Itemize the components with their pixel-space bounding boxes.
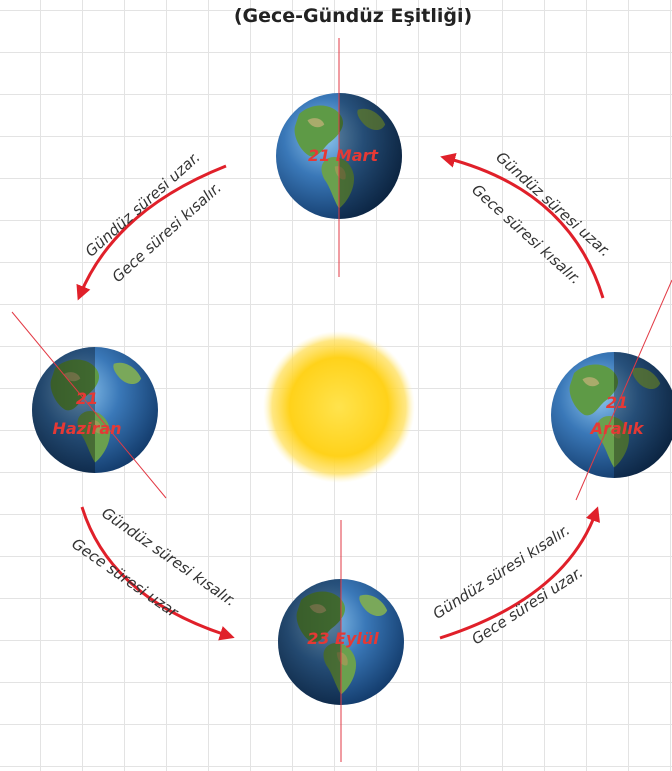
- date-label-21-haziran-line2: Haziran: [52, 419, 121, 438]
- orbit-text-top-right-day: Gündüz süresi uzar.: [492, 148, 614, 260]
- orbit-text-bottom-right-day: Gündüz süresi kısalır.: [429, 521, 573, 623]
- date-label-23-eylul: 23 Eylül: [307, 629, 379, 648]
- date-label-21-haziran-line1: 21: [76, 389, 98, 408]
- date-label-21-aralik-line2: Aralık: [589, 419, 645, 438]
- earth-21-aralik: 21 Aralık: [551, 279, 672, 501]
- earth-21-mart: 21 Mart: [276, 38, 402, 277]
- orbit-text-bottom-left-day: Gündüz süresi kısalır.: [98, 504, 239, 610]
- sun: [263, 331, 415, 483]
- earth-21-haziran: 21 Haziran: [11, 311, 167, 499]
- orbit-text-top-right-night: Gece süresi kısalır.: [468, 181, 584, 288]
- date-label-21-aralik-line1: 21: [606, 393, 628, 412]
- diagram-title: (Gece-Gündüz Eşitliği): [234, 5, 472, 27]
- axis-line-haziran: [11, 311, 167, 499]
- arrow-mart-to-haziran: [76, 164, 227, 301]
- arrow-aralik-to-mart: [440, 152, 605, 299]
- arrow-eylul-to-aralik: [439, 506, 600, 640]
- earth-23-eylul: 23 Eylül: [278, 520, 404, 762]
- arrow-haziran-to-eylul: [80, 506, 235, 641]
- date-label-21-mart: 21 Mart: [308, 146, 379, 165]
- axis-line-aralik: [575, 279, 672, 501]
